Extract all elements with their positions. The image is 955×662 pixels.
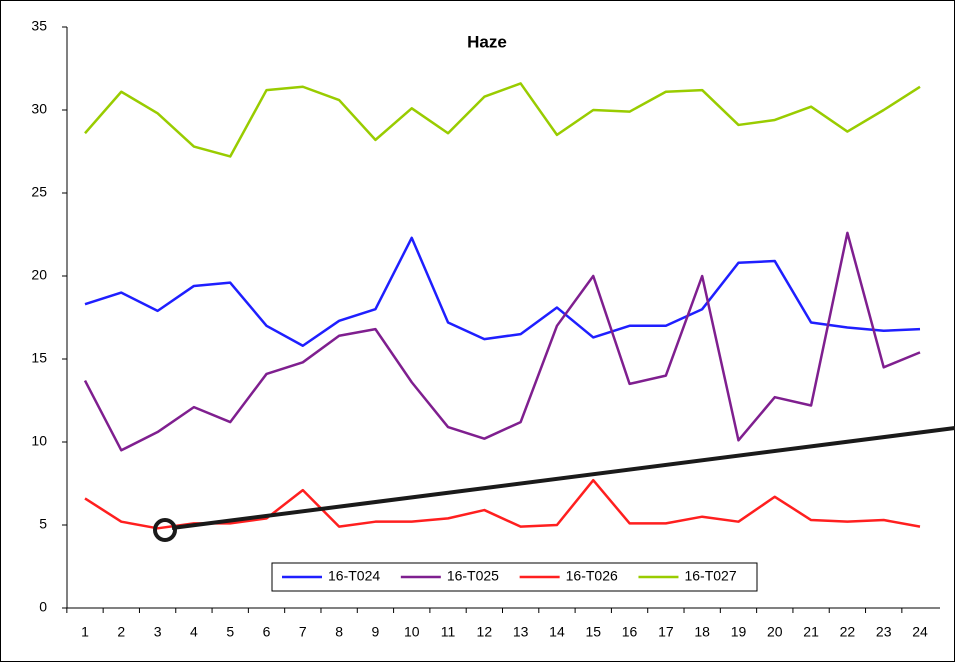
x-tick-label: 11 bbox=[441, 624, 456, 640]
legend-label: 16-T027 bbox=[684, 568, 736, 584]
x-tick-label: 13 bbox=[513, 624, 529, 640]
y-tick-label: 20 bbox=[31, 267, 47, 283]
y-tick-label: 35 bbox=[31, 18, 47, 34]
y-tick-label: 30 bbox=[31, 101, 47, 117]
x-tick-label: 20 bbox=[767, 624, 783, 640]
x-tick-label: 17 bbox=[658, 624, 674, 640]
y-tick-label: 0 bbox=[39, 599, 47, 615]
chart-title: Haze bbox=[467, 32, 507, 51]
y-tick-label: 15 bbox=[31, 350, 47, 366]
x-tick-label: 10 bbox=[404, 624, 420, 640]
annotation-circle bbox=[153, 518, 177, 542]
x-tick-label: 9 bbox=[372, 624, 380, 640]
legend-label: 16-T024 bbox=[328, 568, 380, 584]
x-tick-label: 19 bbox=[731, 624, 747, 640]
y-tick-label: 5 bbox=[39, 516, 47, 532]
x-tick-label: 16 bbox=[622, 624, 638, 640]
x-tick-label: 1 bbox=[81, 624, 89, 640]
y-tick-label: 25 bbox=[31, 184, 47, 200]
x-tick-label: 14 bbox=[549, 624, 565, 640]
x-tick-label: 2 bbox=[117, 624, 125, 640]
x-tick-label: 21 bbox=[803, 624, 819, 640]
x-tick-label: 24 bbox=[912, 624, 928, 640]
x-tick-label: 8 bbox=[335, 624, 343, 640]
x-tick-label: 4 bbox=[190, 624, 198, 640]
x-tick-label: 6 bbox=[263, 624, 271, 640]
legend-label: 16-T025 bbox=[447, 568, 499, 584]
x-tick-label: 3 bbox=[154, 624, 162, 640]
legend-label: 16-T026 bbox=[566, 568, 618, 584]
x-tick-label: 15 bbox=[585, 624, 601, 640]
x-tick-label: 7 bbox=[299, 624, 307, 640]
x-tick-label: 23 bbox=[876, 624, 892, 640]
x-tick-label: 18 bbox=[694, 624, 710, 640]
x-tick-label: 22 bbox=[840, 624, 856, 640]
x-tick-label: 12 bbox=[477, 624, 493, 640]
y-tick-label: 10 bbox=[31, 433, 47, 449]
series-line bbox=[83, 231, 921, 452]
x-tick-label: 5 bbox=[226, 624, 234, 640]
annotation-line bbox=[171, 426, 955, 530]
series-line bbox=[84, 82, 921, 158]
series-line bbox=[84, 236, 921, 347]
